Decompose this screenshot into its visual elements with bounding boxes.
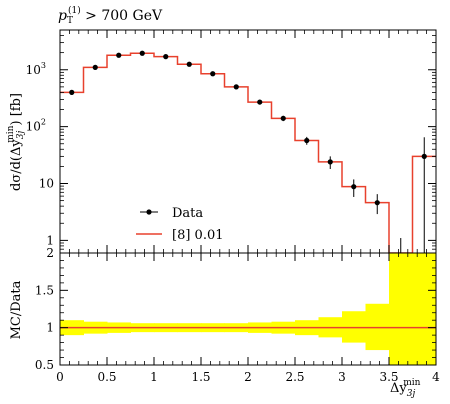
data-point bbox=[233, 84, 239, 90]
main-frame bbox=[59, 29, 437, 254]
x-tick-label: 0 bbox=[56, 370, 64, 384]
data-point bbox=[116, 52, 122, 58]
data-point bbox=[374, 200, 380, 206]
data-point bbox=[421, 153, 427, 159]
main-ytick-label: 102 bbox=[26, 118, 46, 134]
ratio-ylabel: MC/Data bbox=[9, 280, 24, 339]
legend: Data [8] 0.01 bbox=[136, 206, 224, 243]
x-tick-label: 2 bbox=[244, 370, 252, 384]
x-tick-label: 1 bbox=[150, 370, 158, 384]
x-tick-label: 3 bbox=[338, 370, 346, 384]
main-panel: 1 10 102 103 bbox=[26, 29, 437, 261]
ratio-ytick-label: 0.5 bbox=[35, 358, 54, 372]
x-tick-label: 1.5 bbox=[191, 370, 210, 384]
ratio-panel: 0.511.520 0.5 1 1.5 2 2.5 3 3.5 4 bbox=[35, 246, 440, 384]
data-point bbox=[280, 115, 286, 121]
x-tick-label: 3.5 bbox=[379, 370, 398, 384]
x-axis-label: Δy3jmin bbox=[390, 378, 421, 399]
ratio-ytick-label: 1.5 bbox=[35, 283, 54, 297]
x-tick-label: 0.5 bbox=[97, 370, 116, 384]
data-point bbox=[210, 71, 216, 77]
ratio-band-bin bbox=[389, 253, 413, 365]
data-point bbox=[139, 50, 145, 56]
data-point bbox=[304, 137, 310, 144]
legend-data-marker bbox=[146, 209, 152, 215]
legend-mc-label: [8] 0.01 bbox=[172, 228, 224, 243]
main-ytick-label: 103 bbox=[26, 61, 46, 77]
data-point bbox=[163, 54, 169, 60]
ratio-ytick-label: 1 bbox=[46, 321, 54, 335]
ratio-band-bin bbox=[412, 253, 437, 365]
data-point bbox=[327, 159, 333, 165]
data-point bbox=[69, 89, 75, 95]
data-point bbox=[351, 184, 357, 190]
data-point bbox=[257, 99, 263, 105]
data-point bbox=[186, 61, 192, 67]
main-ytick-label: 1 bbox=[46, 233, 54, 247]
main-ytick-label: 10 bbox=[39, 177, 54, 191]
legend-data-label: Data bbox=[172, 206, 203, 221]
main-ylabel: dσ/d(Δy3jmin) [fb] bbox=[6, 93, 26, 191]
data-point bbox=[92, 64, 98, 71]
x-tick-label: 4 bbox=[432, 370, 440, 384]
chart-title: pT(1) > 700 GeV bbox=[58, 5, 163, 26]
ratio-ytick-label: 2 bbox=[46, 246, 54, 260]
mc-histogram bbox=[60, 52, 436, 254]
x-tick-label: 2.5 bbox=[285, 370, 304, 384]
